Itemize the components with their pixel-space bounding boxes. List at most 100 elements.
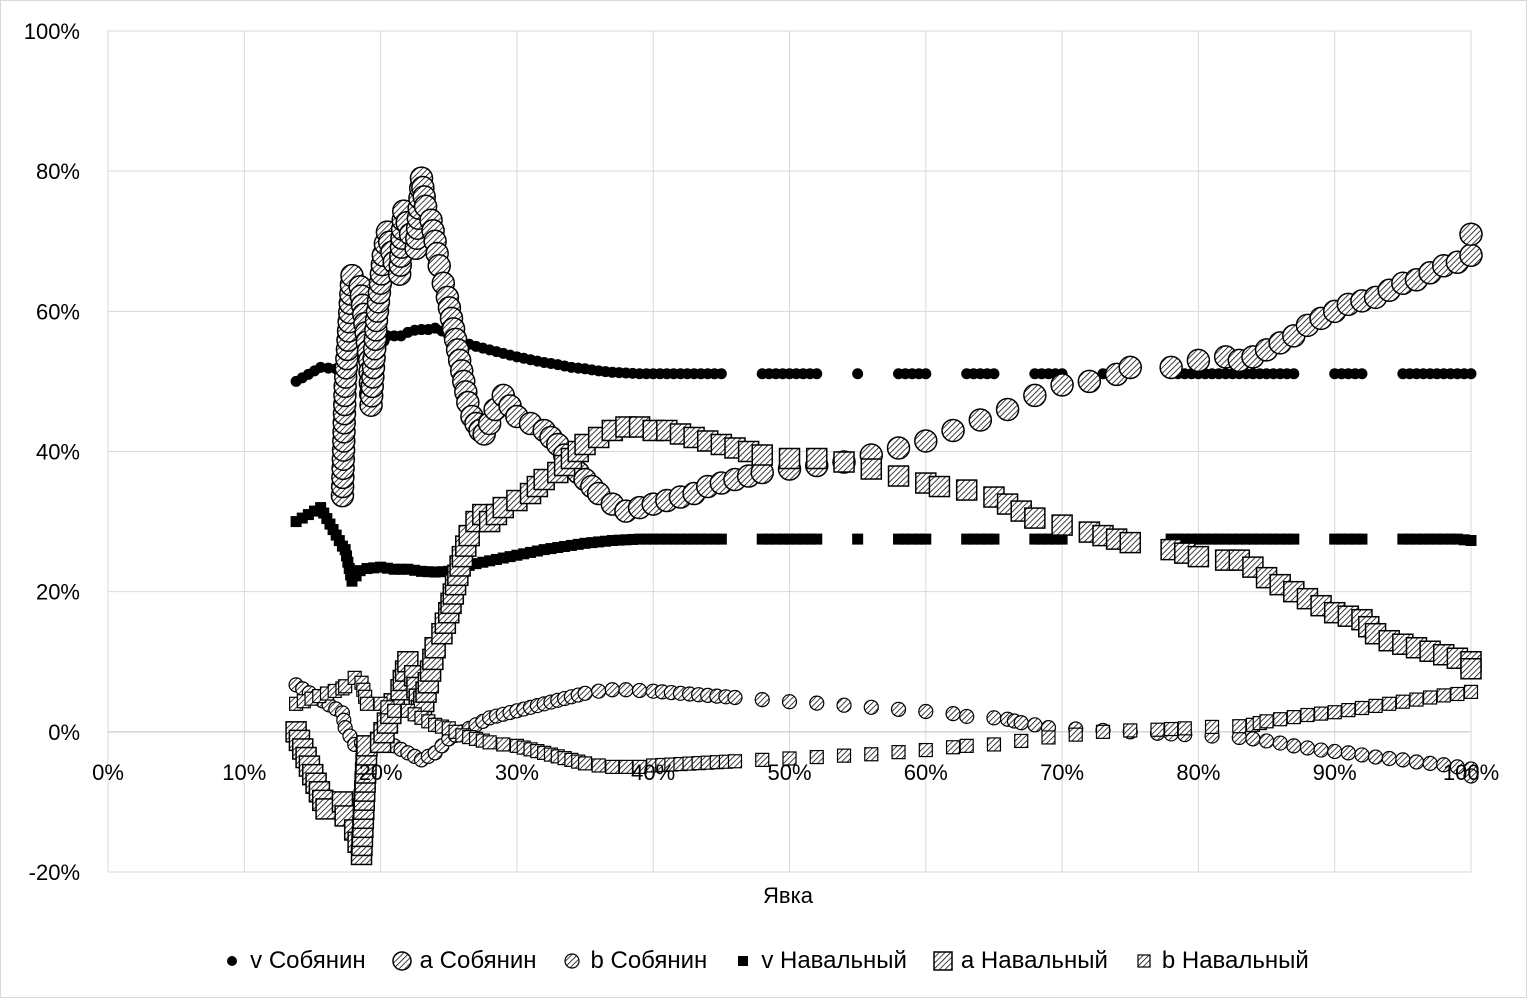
- series-6-point: [836, 748, 852, 763]
- legend-label: b Навальный: [1161, 947, 1309, 974]
- series-4-point: [470, 558, 482, 570]
- series-4-point: [318, 507, 330, 519]
- series-4-point: [1042, 533, 1054, 545]
- legend-item: a Собянин: [390, 947, 536, 975]
- series-6-point: [1014, 733, 1029, 749]
- series-4-point: [961, 533, 973, 545]
- series-5-point: [887, 465, 910, 487]
- series-3-point: [1027, 717, 1043, 733]
- series-4-point: [695, 533, 707, 545]
- series-6-point: [496, 737, 511, 752]
- series-1-point: [715, 368, 727, 380]
- series-4-point: [1431, 533, 1443, 545]
- series-4-point: [504, 551, 516, 563]
- x-tick-label: 30%: [495, 760, 539, 785]
- series-4-point: [1233, 533, 1245, 545]
- series-3-point: [1340, 745, 1356, 761]
- series-4-point: [1240, 533, 1252, 545]
- series-4-point: [893, 533, 905, 545]
- legend-marker: [738, 956, 749, 966]
- series-4-point: [361, 563, 373, 575]
- series-4-point: [715, 533, 727, 545]
- series-6-point: [1368, 698, 1383, 714]
- series-4-point: [899, 533, 911, 545]
- series-3-point: [1381, 750, 1397, 767]
- series-4-point: [1213, 533, 1225, 545]
- series-4-point: [343, 563, 355, 575]
- series-4-point: [968, 533, 980, 545]
- series-1-point: [1356, 368, 1368, 380]
- series-4-point: [599, 535, 611, 547]
- tick-labels: 0% 10% 20% 30% 40% 50% 60% 70% 80% 90% 100% -20% 0% 2…: [24, 19, 1499, 885]
- series-6-point: [618, 759, 634, 774]
- series-4-point: [518, 548, 530, 560]
- series-5-point: [1187, 545, 1210, 568]
- series-4-point: [1049, 533, 1061, 545]
- legend-marker-icon: [738, 956, 749, 966]
- series-4-point: [1404, 533, 1416, 545]
- series-3-point: [1013, 715, 1029, 731]
- series-3-point: [727, 689, 743, 706]
- series-4-point: [1329, 533, 1341, 545]
- series-6-point: [1409, 692, 1424, 707]
- series-4-point: [429, 566, 441, 578]
- series-4-point: [586, 537, 598, 549]
- series-4-point: [634, 533, 646, 545]
- series-6-point: [632, 759, 647, 774]
- series-2-point: [1159, 355, 1183, 380]
- series-4-point: [1056, 533, 1068, 545]
- series-4-point: [797, 533, 809, 545]
- series-6-point: [605, 759, 620, 774]
- series-4-point: [1451, 533, 1463, 545]
- series-2-point: [1186, 348, 1211, 373]
- legend-item: a Навальный: [931, 947, 1108, 975]
- legend-marker: [933, 951, 953, 971]
- series-6: [288, 670, 1479, 774]
- legend: v Собянин a Собянин b Собянин v Навальный a …: [1, 941, 1527, 981]
- series-4-point: [681, 533, 693, 545]
- series-4-point: [1199, 533, 1211, 545]
- series-4-point: [388, 563, 400, 575]
- series-4-point: [572, 538, 584, 550]
- series-3-point: [754, 691, 770, 708]
- series-4-point: [1424, 533, 1436, 545]
- series-4-point: [552, 542, 564, 554]
- y-tick-label: 60%: [36, 299, 80, 324]
- series-5-point: [860, 458, 883, 480]
- series-4-point: [315, 502, 327, 514]
- series-6-point: [809, 749, 824, 765]
- series-3-point: [918, 703, 934, 720]
- series-4-point: [545, 543, 557, 555]
- series-4-point: [1417, 533, 1429, 545]
- series-4-point: [290, 516, 302, 528]
- series-5-point: [751, 444, 773, 466]
- series-3-point: [604, 682, 620, 698]
- series-4-point: [777, 533, 789, 545]
- series-3-point: [1367, 749, 1384, 765]
- y-tick-label: 80%: [36, 159, 80, 184]
- series-4-point: [688, 533, 700, 545]
- y-tick-label: 20%: [36, 580, 80, 605]
- y-tick-label: 0%: [48, 720, 80, 745]
- scatter-plot: 0% 10% 20% 30% 40% 50% 60% 70% 80% 90% 100% -20% 0% 2…: [24, 19, 1499, 908]
- series-4-point: [327, 524, 339, 536]
- series-4-point: [375, 561, 387, 573]
- legend-marker-icon: [933, 951, 953, 971]
- legend-marker-icon: [391, 951, 412, 971]
- series-4-point: [627, 533, 639, 545]
- series-3-point: [863, 699, 879, 715]
- series-4-point: [395, 563, 407, 575]
- series-6-point: [1041, 730, 1056, 745]
- series-2-point: [968, 408, 993, 432]
- series-4-point: [341, 550, 353, 562]
- series-6-point: [1273, 712, 1288, 727]
- legend-marker-icon: [227, 956, 238, 966]
- series-4-point: [333, 535, 345, 547]
- series-6-point: [945, 740, 961, 755]
- series-3-point: [1354, 747, 1370, 763]
- legend-item: v Собянин: [220, 947, 366, 975]
- series-6-point: [1068, 727, 1083, 742]
- series-3-point: [1286, 738, 1302, 754]
- series-3-point: [1463, 768, 1479, 784]
- series-4-point: [1267, 533, 1279, 545]
